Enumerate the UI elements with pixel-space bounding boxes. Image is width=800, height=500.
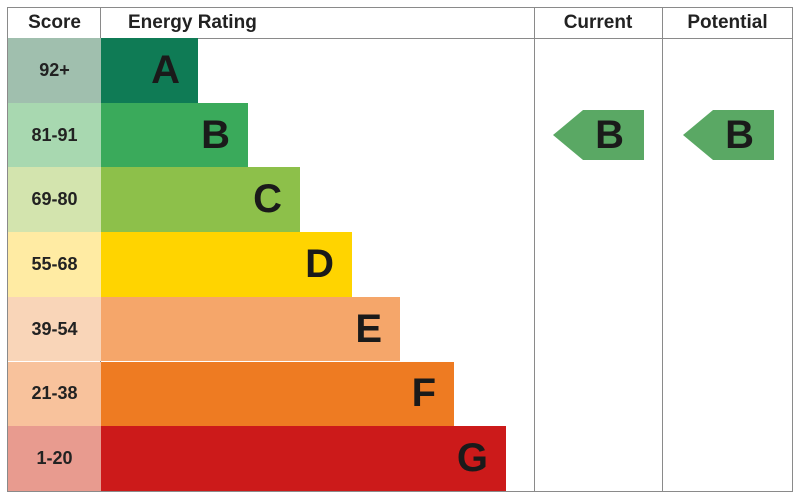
score-range-f: 21-38 <box>8 361 101 427</box>
current-divider <box>534 8 535 491</box>
potential-rating-arrow: B <box>683 110 774 161</box>
current-rating-label: B <box>595 112 624 157</box>
rating-bar-a: A <box>101 38 198 103</box>
header-energy-rating: Energy Rating <box>128 12 257 33</box>
header-score: Score <box>28 12 81 33</box>
score-range-e: 39-54 <box>8 296 101 362</box>
score-range-g: 1-20 <box>8 426 101 491</box>
potential-rating-label: B <box>725 112 754 157</box>
rating-bar-b: B <box>101 102 248 168</box>
rating-bar-d: D <box>101 232 352 297</box>
rating-bar-g: G <box>101 426 506 491</box>
score-range-a: 92+ <box>8 38 101 103</box>
score-range-d: 55-68 <box>8 232 101 297</box>
rating-bar-f: F <box>101 361 454 427</box>
potential-divider <box>662 8 663 491</box>
header-potential: Potential <box>687 12 768 33</box>
score-range-b: 81-91 <box>8 102 101 168</box>
rating-bar-c: C <box>101 167 300 233</box>
energy-rating-chart: Score Energy Rating Current Potential 92… <box>7 7 793 492</box>
current-rating-arrow: B <box>553 110 644 161</box>
rating-bar-e: E <box>101 296 400 362</box>
score-range-c: 69-80 <box>8 167 101 233</box>
header-divider <box>8 38 792 39</box>
header-current: Current <box>563 12 633 33</box>
